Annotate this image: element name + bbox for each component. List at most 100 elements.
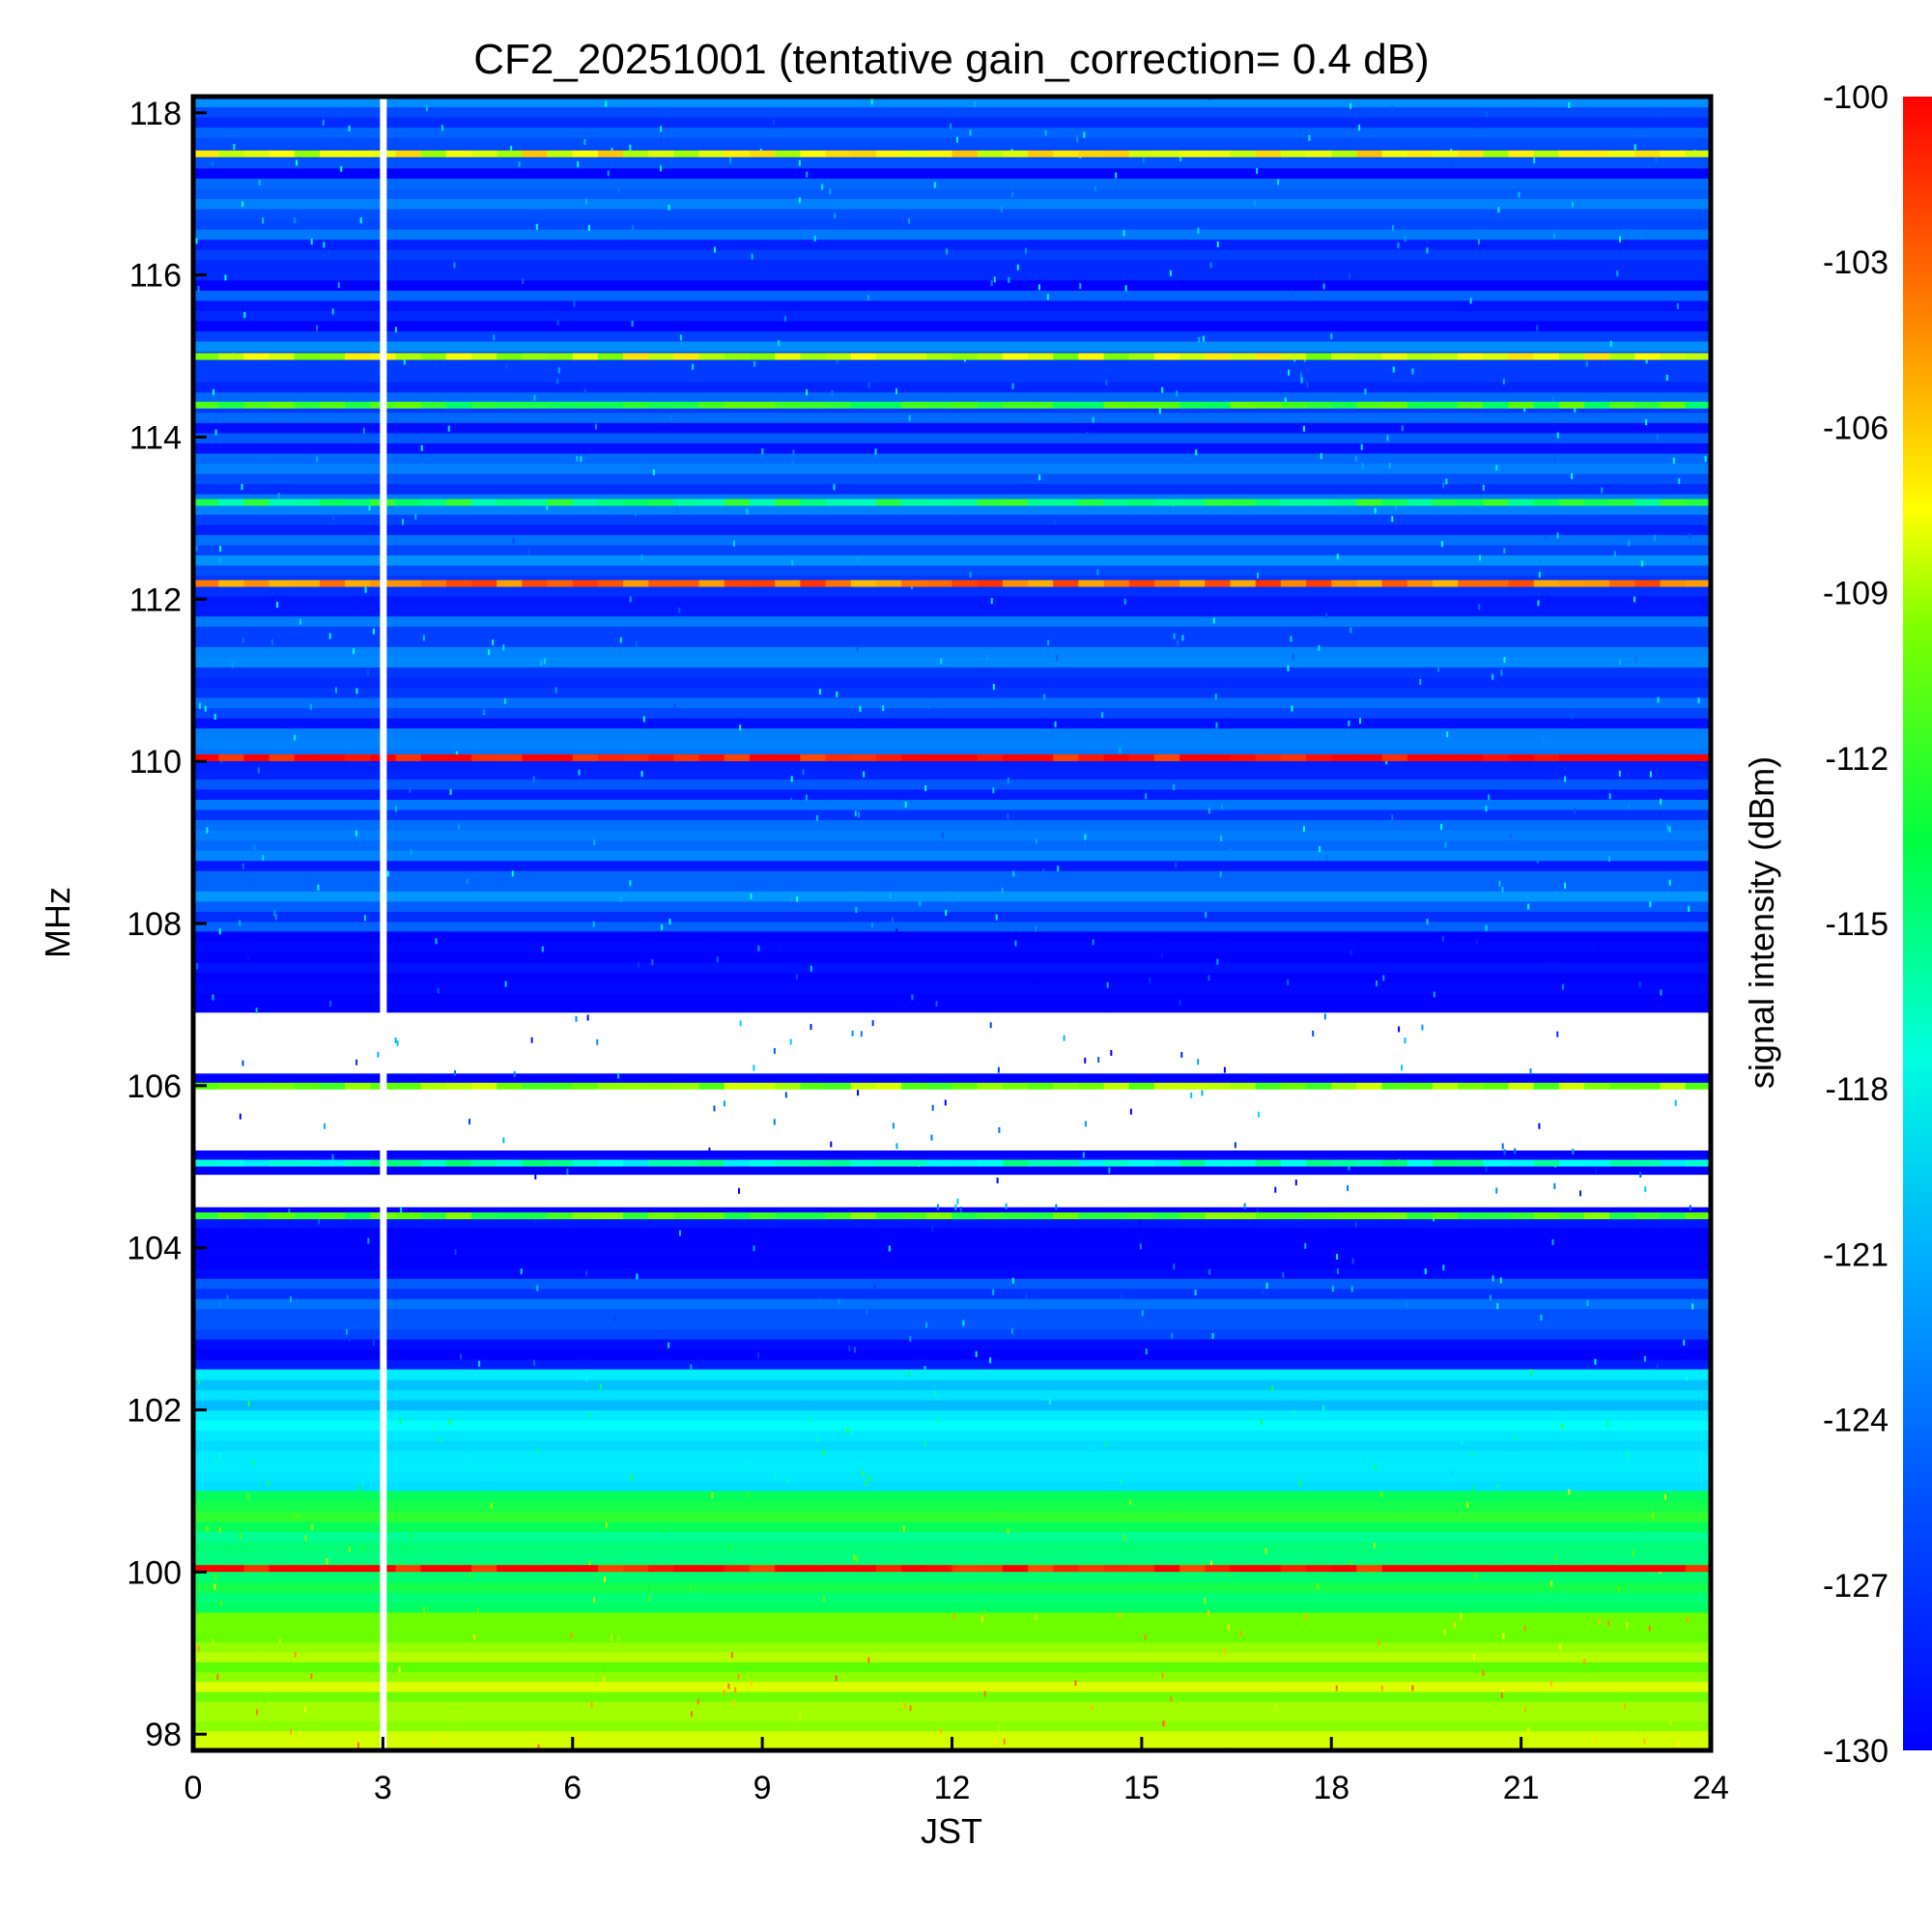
heatmap-row: [193, 1267, 1711, 1279]
station-line: [243, 1082, 270, 1090]
speckle: [1354, 455, 1357, 462]
station-line: [977, 580, 1004, 587]
colorbar-ticks: -100-103-106-109-112-115-118-121-124-127…: [1823, 79, 1889, 1770]
heatmap-row: [193, 310, 1711, 322]
speckle: [1501, 1143, 1504, 1150]
speckle: [1221, 804, 1224, 810]
station-line: [1483, 150, 1510, 157]
station-line: [623, 1212, 649, 1220]
station-line: [445, 753, 472, 761]
speckle: [448, 1418, 451, 1425]
station-line: [977, 150, 1004, 157]
station-line: [1205, 753, 1232, 761]
speckle: [1220, 835, 1223, 841]
station-line: [319, 1212, 346, 1220]
station-line: [395, 498, 422, 506]
station-line: [547, 753, 574, 761]
speckle: [1666, 824, 1669, 831]
speckle: [810, 965, 812, 972]
speckle: [1016, 264, 1019, 270]
speckle: [1556, 432, 1559, 439]
station-line: [1179, 401, 1206, 409]
station-line: [850, 1082, 877, 1090]
station-line: [825, 353, 852, 360]
station-line: [673, 150, 700, 157]
speckle: [802, 769, 805, 776]
speckle: [1331, 1286, 1334, 1293]
speckle: [348, 1546, 351, 1552]
speckle: [1649, 901, 1652, 908]
station-line: [901, 353, 927, 360]
speckle: [364, 586, 367, 593]
speckle: [239, 1532, 242, 1539]
heatmap-row: [193, 1460, 1711, 1472]
y-tick-label: 110: [129, 744, 182, 781]
speckle: [1527, 903, 1530, 910]
speckle: [1523, 1625, 1526, 1632]
heatmap-row: [193, 1511, 1711, 1522]
speckle: [908, 1370, 911, 1377]
speckle: [349, 1335, 352, 1342]
station-line: [269, 580, 296, 587]
speckle: [1194, 1290, 1197, 1296]
station-line: [825, 150, 852, 157]
speckle: [867, 295, 870, 301]
speckle: [1437, 666, 1440, 672]
speckle: [263, 455, 266, 462]
colorbar-tick-label: -103: [1823, 244, 1889, 281]
station-line: [395, 1565, 422, 1573]
speckle: [513, 1070, 516, 1077]
station-line: [1356, 498, 1383, 506]
station-line: [193, 1212, 219, 1220]
heatmap-row: [193, 249, 1711, 261]
speckle: [663, 1527, 666, 1534]
speckle: [511, 870, 514, 877]
speckle: [711, 1492, 714, 1498]
speckle: [818, 689, 821, 696]
heatmap-row: [193, 97, 1711, 108]
speckle: [1624, 1703, 1627, 1710]
speckle: [595, 423, 598, 430]
speckle: [318, 1218, 321, 1225]
station-line: [345, 580, 371, 587]
speckle: [1538, 1122, 1541, 1129]
speckle: [1607, 856, 1610, 863]
station-line: [1685, 498, 1711, 506]
heatmap-row: [193, 1681, 1711, 1692]
speckle: [218, 557, 221, 564]
speckle: [398, 1666, 401, 1673]
station-line: [1128, 401, 1155, 409]
station-line: [775, 353, 801, 360]
speckle: [466, 878, 469, 885]
speckle: [1376, 980, 1378, 987]
heatmap-row: [193, 860, 1711, 871]
speckle: [993, 1511, 996, 1518]
heatmap-row: [193, 636, 1711, 647]
speckle: [316, 325, 319, 331]
speckle: [1478, 604, 1481, 611]
speckle: [231, 662, 234, 668]
speckle: [772, 119, 775, 126]
speckle: [1470, 1450, 1473, 1457]
station-line: [1406, 150, 1434, 157]
station-line: [1356, 353, 1383, 360]
station-line: [572, 1082, 599, 1090]
station-line: [977, 1565, 1004, 1573]
station-line: [1584, 498, 1610, 506]
speckle: [629, 144, 632, 151]
speckle: [1115, 172, 1118, 179]
station-line: [1432, 150, 1459, 157]
heatmap-row: [193, 758, 1711, 770]
station-line: [673, 580, 700, 587]
station-line: [1432, 1082, 1459, 1090]
speckle: [1336, 554, 1339, 560]
station-line: [1508, 753, 1535, 761]
station-line: [1634, 353, 1662, 360]
y-tick-label: 98: [145, 1717, 182, 1753]
station-line: [1458, 580, 1484, 587]
station-line: [294, 401, 321, 409]
speckle: [778, 340, 781, 347]
station-line: [1230, 353, 1257, 360]
station-line: [1128, 498, 1155, 506]
station-line: [775, 1159, 801, 1167]
